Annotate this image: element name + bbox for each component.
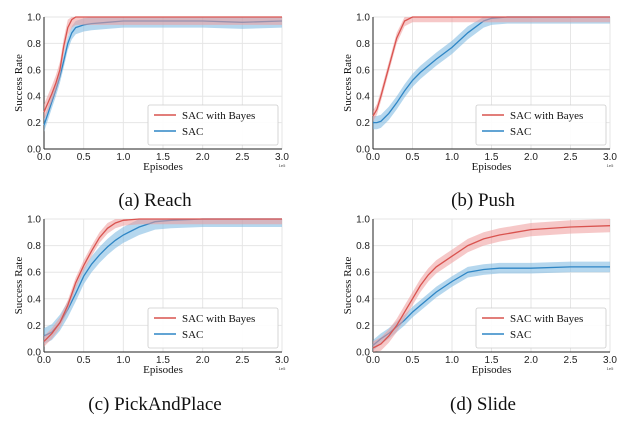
x-tick-label: 0.0 (366, 152, 380, 163)
x-scale-note: 1e5 (279, 366, 286, 371)
legend-label: SAC (182, 126, 203, 138)
caption-c: (c) PickAndPlace (88, 394, 221, 415)
x-tick-label: 1.5 (485, 152, 499, 163)
legend-label: SAC (510, 126, 531, 138)
legend-label: SAC with Bayes (510, 313, 583, 325)
y-axis-label: Success Rate (13, 257, 25, 315)
caption-d: (d) Slide (450, 394, 516, 415)
y-tick-label: 0.2 (356, 118, 370, 129)
x-tick-label: 1.0 (116, 355, 130, 366)
y-tick-label: 0.8 (27, 241, 41, 252)
y-tick-label: 0.4 (27, 294, 41, 305)
x-tick-label: 2.5 (564, 152, 578, 163)
x-tick-label: 0.5 (406, 355, 420, 366)
x-tick-label: 1.0 (445, 152, 459, 163)
x-tick-label: 2.5 (235, 355, 249, 366)
legend-label: SAC (182, 329, 203, 341)
x-tick-label: 0.0 (37, 355, 51, 366)
x-tick-label: 2.0 (524, 355, 538, 366)
y-tick-label: 0.6 (27, 65, 41, 76)
y-tick-label: 0.4 (27, 92, 41, 103)
x-tick-label: 3.0 (603, 152, 617, 163)
x-axis-label: Episodes (143, 364, 183, 376)
y-tick-label: 0.0 (356, 348, 370, 359)
x-axis-label: Episodes (472, 364, 512, 376)
y-tick-label: 0.4 (356, 92, 370, 103)
series-line-sac-with-bayes (43, 16, 282, 113)
x-scale-note: 1e5 (607, 163, 614, 168)
y-tick-label: 0.4 (356, 294, 370, 305)
chart-panel-3: 0.0 0.2 0.4 0.6 0.8 1.0 0.0 0.5 1.0 1.5 2.0 2.5 3.01… (342, 215, 617, 377)
x-tick-label: 1.0 (445, 355, 459, 366)
x-axis-label: Episodes (472, 161, 512, 173)
series-line-sac-with-bayes (43, 218, 282, 342)
x-tick-label: 0.5 (406, 152, 420, 163)
y-tick-label: 0.8 (356, 39, 370, 50)
x-tick-label: 3.0 (275, 355, 289, 366)
x-scale-note: 1e5 (607, 366, 614, 371)
series-line-sac-with-bayes (372, 16, 610, 117)
x-tick-label: 0.0 (366, 355, 380, 366)
series-line-sac-with-bayes (372, 225, 611, 349)
caption-a: (a) Reach (118, 190, 192, 211)
y-tick-label: 0.0 (27, 145, 41, 156)
x-tick-label: 2.0 (196, 152, 210, 163)
legend-box (147, 307, 279, 349)
y-axis-label: Success Rate (13, 54, 25, 112)
legend-label: SAC with Bayes (510, 110, 583, 122)
x-tick-label: 3.0 (603, 355, 617, 366)
legend-box (475, 104, 607, 146)
y-tick-label: 1.0 (27, 13, 41, 24)
y-axis-label: Success Rate (342, 257, 354, 315)
x-tick-label: 1.0 (116, 152, 130, 163)
x-tick-label: 0.5 (77, 355, 91, 366)
x-tick-label: 2.0 (196, 355, 210, 366)
x-tick-label: 2.5 (235, 152, 249, 163)
x-scale-note: 1e5 (279, 163, 286, 168)
y-tick-label: 0.8 (27, 39, 41, 50)
caption-b: (b) Push (451, 190, 515, 211)
legend-box (475, 307, 607, 349)
y-tick-label: 0.8 (356, 241, 370, 252)
x-tick-label: 2.5 (564, 355, 578, 366)
chart-panel-0: 0.0 0.2 0.4 0.6 0.8 1.0 0.0 0.5 1.0 1.5 2.0 2.5 3.01… (13, 13, 289, 174)
x-tick-label: 3.0 (275, 152, 289, 163)
legend-label: SAC with Bayes (182, 110, 255, 122)
y-tick-label: 0.6 (356, 65, 370, 76)
x-tick-label: 0.5 (77, 152, 91, 163)
x-axis-label: Episodes (143, 161, 183, 173)
x-tick-label: 0.0 (37, 152, 51, 163)
y-tick-label: 0.2 (356, 321, 370, 332)
x-tick-label: 1.5 (485, 355, 499, 366)
legend-box (147, 104, 279, 146)
chart-panel-1: 0.0 0.2 0.4 0.6 0.8 1.0 0.0 0.5 1.0 1.5 2.0 2.5 3.01… (342, 13, 617, 174)
y-axis-label: Success Rate (342, 54, 354, 112)
y-tick-label: 0.2 (27, 321, 41, 332)
y-tick-label: 0.0 (27, 348, 41, 359)
y-tick-label: 1.0 (27, 215, 41, 226)
y-tick-label: 0.6 (356, 268, 370, 279)
x-tick-label: 1.5 (156, 355, 170, 366)
y-tick-label: 0.2 (27, 118, 41, 129)
y-tick-label: 1.0 (356, 215, 370, 226)
x-tick-label: 2.0 (524, 152, 538, 163)
x-tick-label: 1.5 (156, 152, 170, 163)
chart-panel-2: 0.0 0.2 0.4 0.6 0.8 1.0 0.0 0.5 1.0 1.5 2.0 2.5 3.01… (13, 215, 289, 377)
y-tick-label: 0.6 (27, 268, 41, 279)
y-tick-label: 0.0 (356, 145, 370, 156)
legend-label: SAC (510, 329, 531, 341)
legend-label: SAC with Bayes (182, 313, 255, 325)
y-tick-label: 1.0 (356, 13, 370, 24)
